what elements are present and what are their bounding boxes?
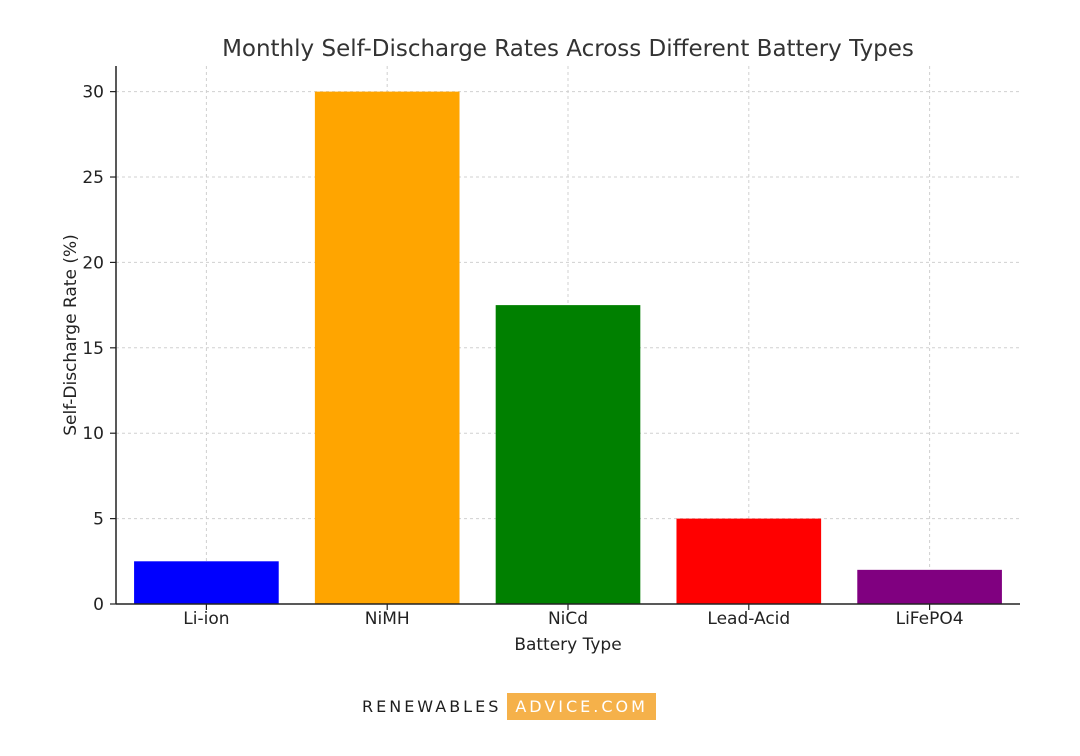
y-tick-label: 25 (82, 168, 104, 188)
y-tick-label: 30 (82, 83, 104, 103)
bar-li-ion (134, 561, 279, 604)
watermark-text-renewables: RENEWABLES (362, 696, 502, 716)
chart-title: Monthly Self-Discharge Rates Across Diff… (222, 36, 914, 62)
y-axis-label: Self-Discharge Rate (%) (61, 234, 81, 436)
watermark-text-advice: ADVICE.COM (507, 692, 656, 720)
x-tick-label: Li-ion (183, 609, 229, 629)
bar-nimh (314, 91, 460, 605)
bar-lead-acid (676, 518, 822, 604)
y-tick-label: 5 (93, 510, 104, 530)
x-axis-label: Battery Type (514, 635, 621, 655)
watermark-logo: RENEWABLES ADVICE.COM (362, 692, 656, 720)
x-tick-label: NiMH (365, 609, 410, 629)
bar-nicd (495, 305, 641, 604)
y-tick-label: 0 (93, 595, 104, 615)
x-tick-label: Lead-Acid (707, 609, 790, 629)
bars (134, 91, 1002, 605)
y-tick-label: 10 (82, 424, 104, 444)
y-tick-label: 20 (82, 253, 104, 273)
bar-lifepo4 (857, 569, 1002, 604)
x-tick-label: LiFePO4 (896, 609, 964, 629)
y-tick-label: 15 (82, 339, 104, 359)
axes: 0 5 10 15 20 25 30 Li-ion NiMH NiCd Lead-Acid LiFeP… (82, 66, 1020, 629)
x-tick-label: NiCd (548, 609, 588, 629)
